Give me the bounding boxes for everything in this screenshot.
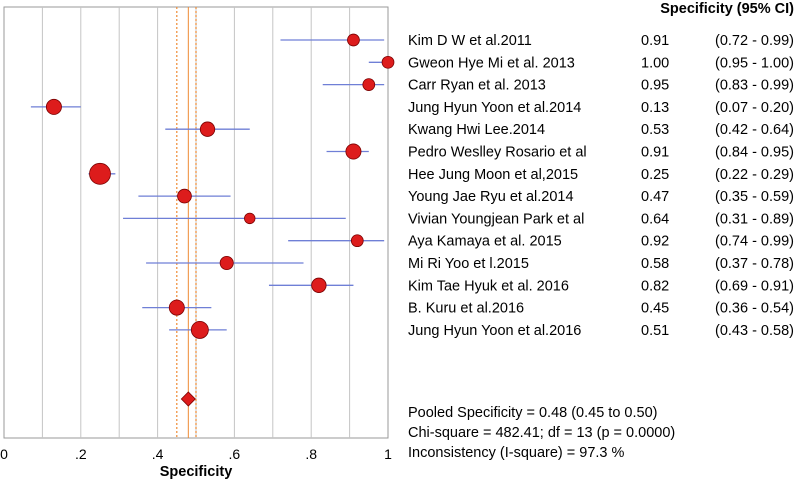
study-point <box>311 277 327 293</box>
x-axis-label: Specificity <box>160 464 233 480</box>
study-ci: (0.83 - 0.99) <box>715 78 794 94</box>
study-estimate: 0.82 <box>641 278 669 294</box>
study-estimate: 0.95 <box>641 78 669 94</box>
study-point <box>177 188 192 204</box>
summary-pooled: Pooled Specificity = 0.48 (0.45 to 0.50) <box>408 405 657 421</box>
study-marks <box>30 33 395 407</box>
study-name: Gweon Hye Mi et al. 2013 <box>408 55 575 71</box>
study-point <box>199 121 216 137</box>
pooled-diamond <box>180 391 196 407</box>
x-tick-label: .8 <box>305 446 317 462</box>
study-estimate: 0.91 <box>641 145 669 161</box>
study-name: Hee Jung Moon et al,2015 <box>408 167 578 183</box>
study-ci: (0.74 - 0.99) <box>715 234 794 250</box>
study-point <box>168 299 185 316</box>
study-point <box>89 162 111 185</box>
study-estimate: 0.13 <box>641 100 669 116</box>
study-estimate: 0.92 <box>641 234 669 250</box>
study-name: Carr Ryan et al. 2013 <box>408 78 546 94</box>
ci-column-header: Specificity (95% CI) <box>660 1 794 17</box>
summary-chi-square: Chi-square = 482.41; df = 13 (p = 0.0000… <box>408 425 675 441</box>
study-estimate: 0.64 <box>641 211 669 227</box>
study-ci: (0.95 - 1.00) <box>715 55 794 71</box>
study-name: Young Jae Ryu et al.2014 <box>408 189 574 205</box>
study-ci: (0.43 - 0.58) <box>715 323 794 339</box>
study-ci: (0.84 - 0.95) <box>715 145 794 161</box>
x-tick-label: 0 <box>0 446 8 462</box>
study-ci: (0.07 - 0.20) <box>715 100 794 116</box>
summary-stats: Pooled Specificity = 0.48 (0.45 to 0.50)… <box>408 405 675 461</box>
study-estimate: 0.58 <box>641 256 669 272</box>
study-estimate: 0.47 <box>641 189 669 205</box>
study-ci: (0.37 - 0.78) <box>715 256 794 272</box>
study-name: B. Kuru et al.2016 <box>408 301 524 317</box>
study-estimate: 0.53 <box>641 122 669 138</box>
study-point <box>381 55 395 69</box>
study-name: Vivian Youngjean Park et al <box>408 211 584 227</box>
study-name: Kim Tae Hyuk et al. 2016 <box>408 278 569 294</box>
study-name: Kim D W et al.2011 <box>408 33 532 49</box>
study-name: Jung Hyun Yoon et al.2016 <box>408 323 581 339</box>
study-point <box>347 33 360 47</box>
study-estimate: 0.91 <box>641 33 669 49</box>
study-estimate: 0.25 <box>641 167 669 183</box>
x-tick-label: .6 <box>229 446 241 462</box>
study-ci: (0.42 - 0.64) <box>715 122 794 138</box>
gridlines <box>41 7 351 438</box>
x-tick-label: .4 <box>152 446 164 462</box>
study-point <box>350 234 364 248</box>
study-name: Jung Hyun Yoon et al.2014 <box>408 100 581 116</box>
study-point <box>345 143 362 160</box>
pooled-estimate-lines <box>176 7 197 438</box>
study-name: Kwang Hwi Lee.2014 <box>408 122 545 138</box>
study-estimate: 0.51 <box>641 323 669 339</box>
study-ci: (0.69 - 0.91) <box>715 278 794 294</box>
study-ci: (0.22 - 0.29) <box>715 167 794 183</box>
study-ci: (0.31 - 0.89) <box>715 211 794 227</box>
summary-inconsistency: Inconsistency (I-square) = 97.3 % <box>408 445 625 461</box>
study-name: Pedro Weslley Rosario et al <box>408 145 587 161</box>
study-ci: (0.72 - 0.99) <box>715 33 794 49</box>
study-name: Aya Kamaya et al. 2015 <box>408 234 562 250</box>
study-ci: (0.35 - 0.59) <box>715 189 794 205</box>
study-point <box>190 320 209 339</box>
study-point <box>219 255 234 270</box>
x-tick-label: 1 <box>384 446 392 462</box>
study-name: Mi Ri Yoo et l.2015 <box>408 256 529 272</box>
study-point <box>362 78 376 91</box>
x-tick-label: .2 <box>75 446 87 462</box>
study-point <box>244 212 256 225</box>
study-rows: Kim D W et al.2011 0.91 (0.72 - 0.99) Gweon… <box>408 33 794 339</box>
study-ci: (0.36 - 0.54) <box>715 301 794 317</box>
study-estimate: 0.45 <box>641 301 669 317</box>
study-point <box>45 98 62 115</box>
study-estimate: 1.00 <box>641 55 669 71</box>
x-axis: 0 .2 .4 .6 .8 1 <box>0 446 392 462</box>
